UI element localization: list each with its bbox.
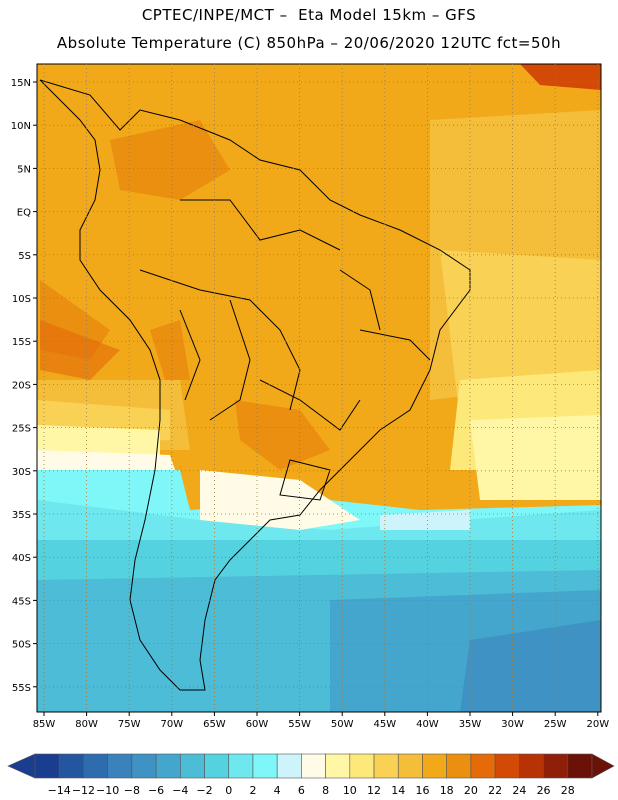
- lat-label: 45S: [12, 596, 31, 607]
- colorbar-label: 14: [391, 784, 405, 797]
- colorbar-swatch: [228, 753, 254, 779]
- lon-label: 35W: [459, 719, 482, 730]
- colorbar-swatch: [446, 753, 472, 779]
- lat-label: 10N: [11, 121, 31, 132]
- colorbar-label: 2: [249, 784, 256, 797]
- lon-label: 50W: [331, 719, 354, 730]
- colorbar-swatch: [422, 753, 447, 779]
- lat-label: 30S: [12, 467, 31, 478]
- colorbar-swatch: [470, 753, 496, 779]
- colorbar-label: 18: [440, 784, 454, 797]
- lat-label: 15N: [11, 78, 31, 89]
- lon-label: 40W: [416, 719, 439, 730]
- colorbar-label: 22: [488, 784, 502, 797]
- colorbar-swatch: [131, 753, 157, 779]
- colorbar-swatch: [83, 753, 108, 779]
- colorbar-swatch: [107, 753, 133, 779]
- plot-frame: [36, 63, 602, 713]
- colorbar-swatch: [349, 753, 375, 779]
- colorbar-label: −4: [172, 784, 188, 797]
- colorbar-swatch: [543, 753, 569, 779]
- lon-label: 80W: [75, 719, 98, 730]
- lat-label: EQ: [17, 208, 31, 219]
- lon-label: 55W: [288, 719, 311, 730]
- colorbar-max-arrow: [591, 753, 615, 779]
- colorbar-label: 6: [298, 784, 305, 797]
- colorbar-swatch: [519, 753, 544, 779]
- lat-label: 10S: [12, 294, 31, 305]
- colorbar-label: −8: [124, 784, 140, 797]
- lon-label: 30W: [501, 719, 524, 730]
- colorbar-label: −2: [196, 784, 212, 797]
- lat-label: 15S: [12, 337, 31, 348]
- colorbar-label: 24: [512, 784, 526, 797]
- lat-label: 50S: [12, 640, 31, 651]
- colorbar-min-arrow: [7, 753, 36, 779]
- lat-label: 35S: [12, 510, 31, 521]
- colorbar-label: −12: [72, 784, 95, 797]
- colorbar-label: −14: [48, 784, 71, 797]
- lon-label: 85W: [33, 719, 56, 730]
- temperature-field: [37, 64, 601, 712]
- gridlines: [37, 64, 601, 712]
- colorbar-swatch: [276, 753, 302, 779]
- lon-label: 70W: [160, 719, 183, 730]
- colorbar-label: 8: [322, 784, 329, 797]
- colorbar-swatch: [373, 753, 399, 779]
- latitude-labels: 15N 10N 5N EQ 5S 10S 15S 20S 25S 30S 35S 40S 45S 50S 5…: [11, 78, 37, 694]
- lon-label: 75W: [118, 719, 141, 730]
- colorbar-swatch: [494, 753, 520, 779]
- lon-label: 60W: [246, 719, 269, 730]
- colorbar-label: 20: [464, 784, 478, 797]
- colorbar-label: −6: [148, 784, 164, 797]
- lat-label: 40S: [12, 553, 31, 564]
- lon-label: 45W: [373, 719, 396, 730]
- colorbar-label: 10: [343, 784, 357, 797]
- title-line-1: CPTEC/INPE/MCT – Eta Model 15km – GFS: [141, 6, 477, 24]
- colorbar-swatch: [301, 753, 326, 779]
- colorbar-swatch: [58, 753, 84, 779]
- title-line-2: Absolute Temperature (C) 850hPa – 20/06/…: [56, 34, 562, 52]
- lat-label: 25S: [12, 424, 31, 435]
- lat-label: 20S: [12, 380, 31, 391]
- colorbar: −14 −12 −10 −8 −6 −4 −2 0 2 4 6 8 10 12 14 16 18 20 22 24 26…: [7, 753, 615, 797]
- colorbar-swatch: [180, 753, 205, 779]
- colorbar-label: 28: [561, 784, 575, 797]
- lon-label: 65W: [203, 719, 226, 730]
- colorbar-swatch: [34, 753, 60, 779]
- colorbar-swatch: [567, 753, 593, 779]
- colorbar-label: 0: [225, 784, 232, 797]
- colorbar-label: −10: [96, 784, 119, 797]
- colorbar-label: 26: [537, 784, 551, 797]
- colorbar-label: 4: [274, 784, 281, 797]
- lat-label: 5S: [18, 251, 31, 262]
- colorbar-swatch: [325, 753, 351, 779]
- lon-label: 20W: [586, 719, 609, 730]
- colorbar-label: 16: [415, 784, 429, 797]
- lat-label: 5N: [17, 164, 31, 175]
- lat-label: 55S: [12, 683, 31, 694]
- lon-label: 25W: [544, 719, 567, 730]
- colorbar-swatch: [204, 753, 230, 779]
- longitude-labels: 85W 80W 75W 70W 65W 60W 55W 50W 45W 40W 35W 30W 25W 2…: [33, 712, 609, 730]
- coastline: [39, 79, 471, 691]
- colorbar-swatch: [252, 753, 278, 779]
- colorbar-label: 12: [367, 784, 381, 797]
- colorbar-swatch: [397, 753, 423, 779]
- colorbar-swatch: [155, 753, 181, 779]
